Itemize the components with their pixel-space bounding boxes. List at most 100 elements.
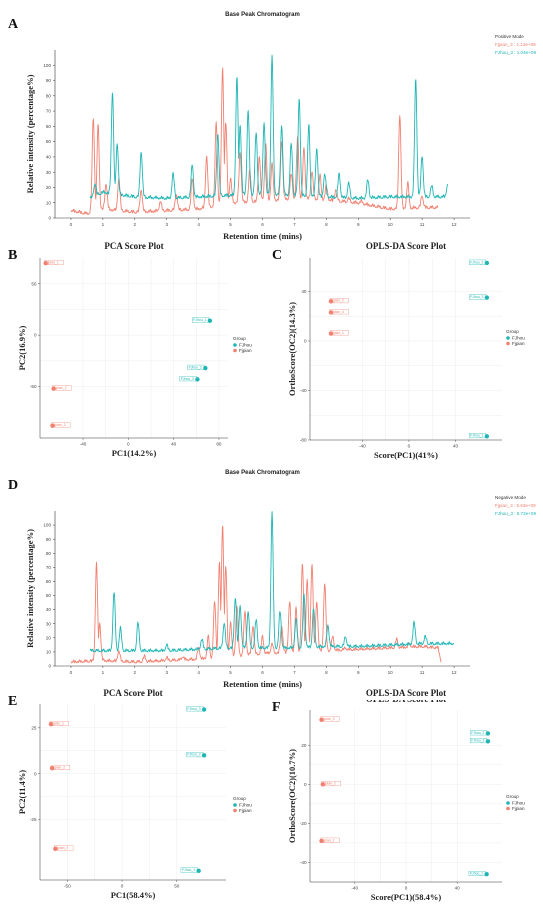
y-tick-label: 50: [46, 139, 52, 144]
y-tick-label: 20: [46, 185, 52, 190]
point-label: Fjpian_4: [331, 310, 344, 314]
legend-swatch: [506, 806, 510, 811]
series-line-fjpian_3: [70, 67, 439, 215]
legend-entry: Fjpian: [239, 348, 252, 353]
legend-entry: FJhou: [512, 336, 525, 341]
data-point-fjpian: [53, 846, 58, 852]
point-label: Fjpian_1: [46, 261, 59, 265]
y-tick-label: -40: [300, 388, 307, 393]
legend-title: Negative Mode: [495, 495, 526, 500]
x-tick-label: 80: [216, 442, 222, 447]
chart-title: Base Peak Chromatogram: [225, 470, 300, 476]
legend-entry: FJhou: [239, 343, 252, 348]
legend-entry: FJhou_3 : 1.04e+09: [495, 50, 536, 55]
y-axis-label: PC2(16.9%): [17, 326, 27, 371]
x-tick-label: 10: [388, 222, 394, 227]
point-label: Fjpian_1: [331, 331, 344, 335]
y-tick-label: 0: [34, 333, 37, 338]
legend-entry: Fjpian_3 : 5.63e+09: [495, 503, 536, 508]
y-tick-label: 40: [46, 155, 52, 160]
point-label: FJhou_1: [182, 868, 195, 872]
x-tick-label: -40: [359, 444, 366, 449]
x-tick-label: 4: [197, 670, 200, 675]
legend-swatch: [233, 808, 237, 813]
data-point-fjpian: [320, 782, 325, 787]
legend-title: Group: [506, 329, 519, 334]
y-tick-label: 40: [46, 607, 52, 612]
y-tick-label: 30: [46, 621, 52, 626]
data-point-fjpian: [319, 717, 324, 722]
legend-swatch: [233, 803, 237, 807]
x-tick-label: 0: [70, 222, 73, 227]
chart-title-e: PCA Score Plot: [103, 688, 162, 698]
legend-entry: FJhou_3 : 5.72e+09: [495, 511, 536, 516]
x-tick-label: 40: [455, 886, 461, 891]
x-tick-label: 3: [165, 670, 168, 675]
y-tick-label: 90: [46, 537, 52, 542]
y-tick-label: 100: [43, 523, 51, 528]
y-tick-label: 50: [46, 593, 52, 598]
x-tick-label: 0: [70, 670, 73, 675]
point-label: FJhou_3: [187, 707, 200, 711]
panel-letter-e: E: [8, 694, 18, 709]
y-tick-label: 0: [304, 339, 307, 344]
data-point-fjpian: [48, 721, 54, 727]
y-tick-label: 90: [46, 78, 52, 83]
x-tick-label: 5: [229, 222, 232, 227]
point-label: Fjpian_3: [322, 717, 335, 721]
legend-entry: FJhou: [239, 803, 252, 808]
data-point-fjpian: [328, 331, 334, 336]
data-point-fjhou: [196, 868, 201, 874]
y-axis-label: Relative intensity (percentage%): [25, 74, 35, 193]
data-point-fjhou: [484, 295, 490, 300]
data-point-fjpian: [43, 260, 48, 266]
data-point-fjhou: [485, 739, 491, 744]
y-tick-label: 0: [34, 771, 37, 776]
panel-letter-f: F: [272, 700, 281, 715]
x-tick-label: 9: [357, 670, 360, 675]
series-line-fjhou_3: [89, 54, 449, 201]
data-point-fjhou: [201, 753, 207, 758]
x-tick-label: 7: [293, 670, 296, 675]
legend-swatch: [233, 348, 237, 353]
y-tick-label: 20: [46, 635, 52, 640]
point-label: Fjpian_1: [322, 838, 335, 842]
data-point-fjhou: [485, 731, 491, 736]
data-point-fjpian: [319, 838, 324, 844]
x-tick-label: 9: [357, 222, 360, 227]
legend-entry: Fjpian: [512, 341, 525, 346]
y-tick-label: -80: [300, 438, 307, 443]
point-label: Fjpian_1: [51, 722, 64, 726]
data-point-fjpian: [50, 423, 55, 428]
y-tick-label: -40: [300, 860, 307, 865]
legend-title: Group: [233, 796, 246, 801]
series-line-fjpian_3: [70, 525, 442, 664]
data-point-fjhou: [207, 318, 213, 323]
y-tick-label: -20: [300, 821, 307, 826]
y-tick-label: 25: [31, 725, 37, 730]
y-tick-label: -25: [30, 817, 37, 822]
x-tick-label: 8: [325, 670, 328, 675]
point-label: Fjpian_3: [55, 846, 68, 850]
chart-pca-negative: PCA Score Plot-50050-25025PC1(58.4%)PC2(…: [17, 704, 252, 900]
legend-title: Positive Mode: [495, 34, 524, 39]
point-label: FJhou_2: [187, 753, 200, 757]
chart-pca-positive: PCA Score Plot -40 0 40 80 -50 0 50 PC1(14.2%) PC…: [17, 241, 252, 458]
y-tick-label: 60: [46, 579, 52, 584]
chart-oplsda-positive: OPLS-DA Score Plot -40 0 40 -80 -40 0 40 Score(P…: [287, 241, 525, 460]
point-label: FJhou_2: [471, 731, 484, 735]
x-tick-label: 8: [325, 222, 328, 227]
legend-swatch: [506, 341, 510, 346]
point-label: FJhou_1: [470, 872, 483, 876]
x-tick-label: -40: [80, 442, 87, 447]
legend-entry: FJhou: [512, 801, 525, 806]
data-point-fjpian: [328, 299, 334, 304]
panel-letter-b: B: [8, 248, 18, 263]
y-axis-label: OrthoScore(OC2)(10.7%): [287, 749, 297, 843]
y-tick-label: 20: [301, 743, 307, 748]
point-label: FJhou_2: [189, 365, 202, 369]
x-tick-label: 50: [174, 884, 180, 889]
x-tick-label: 40: [171, 442, 177, 447]
data-point-fjhou: [195, 377, 200, 382]
